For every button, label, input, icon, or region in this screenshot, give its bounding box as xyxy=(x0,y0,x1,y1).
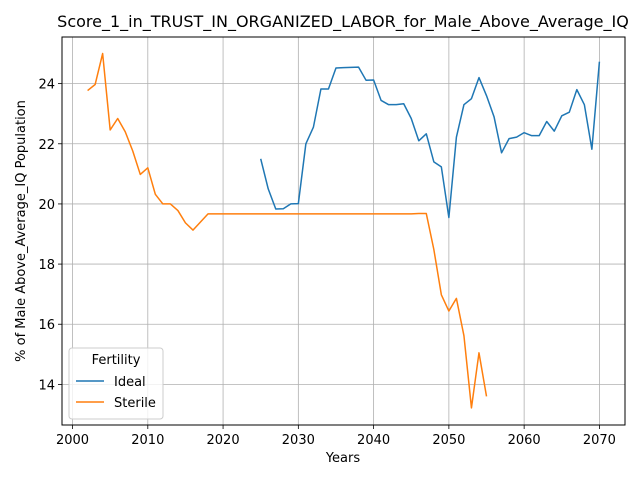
series-line-sterile xyxy=(87,52,488,409)
chart-title: Score_1_in_TRUST_IN_ORGANIZED_LABOR_for_… xyxy=(57,12,629,32)
y-axis-label: % of Male Above_Average_IQ Population xyxy=(14,100,29,362)
legend-label-sterile: Sterile xyxy=(114,396,156,411)
legend-title: Fertility xyxy=(92,353,141,368)
x-axis-label: Years xyxy=(325,451,361,466)
axis-ticks: 2000 2010 2020 2030 2040 2050 2060 2070 14 16 18 20… xyxy=(38,78,616,448)
y-tick-label: 16 xyxy=(38,318,55,333)
x-tick-label: 2020 xyxy=(207,433,240,448)
y-tick-label: 18 xyxy=(38,258,55,273)
y-tick-label: 14 xyxy=(38,378,55,393)
x-tick-label: 2050 xyxy=(432,433,465,448)
series-line-ideal xyxy=(259,61,601,219)
y-tick-label: 24 xyxy=(38,78,55,93)
legend: Fertility Ideal Sterile xyxy=(68,347,164,420)
x-tick-label: 2060 xyxy=(508,433,541,448)
plot-area-frame xyxy=(61,36,626,426)
x-tick-label: 2010 xyxy=(131,433,164,448)
y-tick-label: 20 xyxy=(38,198,55,213)
series-lines xyxy=(87,52,601,409)
x-tick-label: 2000 xyxy=(56,433,89,448)
x-tick-label: 2070 xyxy=(583,433,616,448)
legend-label-ideal: Ideal xyxy=(114,375,146,390)
y-tick-label: 22 xyxy=(38,138,55,153)
x-tick-label: 2030 xyxy=(282,433,315,448)
x-tick-label: 2040 xyxy=(357,433,390,448)
